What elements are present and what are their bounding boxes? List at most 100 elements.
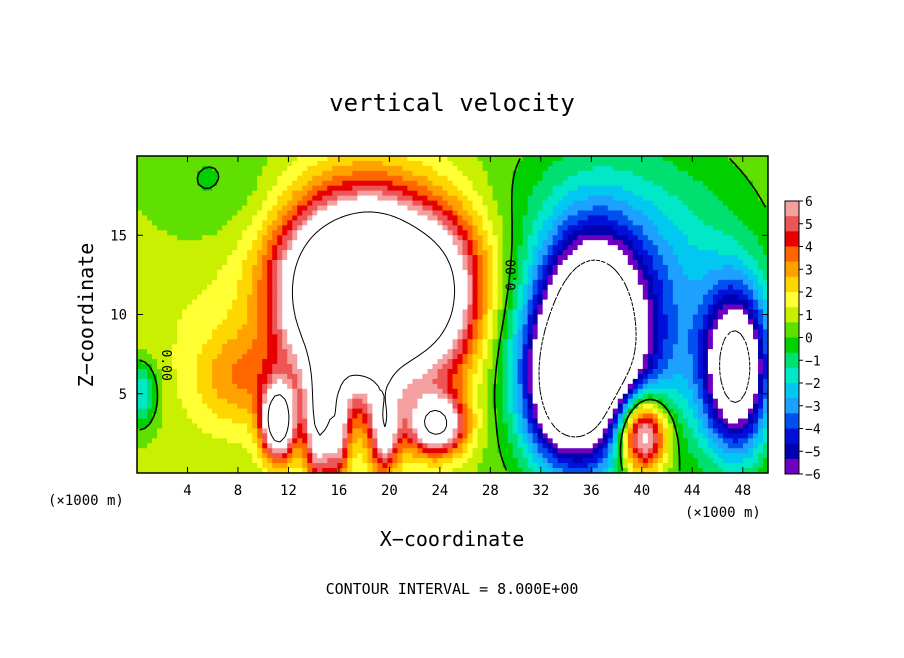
heatmap-cell [657, 289, 664, 296]
heatmap-cell [137, 230, 143, 236]
heatmap-cell [172, 260, 178, 266]
heatmap-cell [397, 255, 404, 261]
heatmap-cell [382, 260, 388, 266]
heatmap-cell [207, 250, 213, 256]
heatmap-cell [402, 180, 409, 187]
heatmap-cell [137, 314, 143, 321]
heatmap-cell [722, 299, 729, 306]
heatmap-cell [757, 344, 764, 350]
heatmap-cell [757, 324, 764, 330]
heatmap-cell [157, 160, 163, 167]
heatmap-cell [757, 304, 764, 311]
heatmap-cell [307, 235, 313, 241]
heatmap-cell [532, 215, 539, 221]
heatmap-cell [457, 349, 464, 355]
heatmap-cell [582, 309, 589, 316]
heatmap-cell [747, 165, 754, 172]
heatmap-cell [472, 279, 479, 286]
heatmap-cell [512, 240, 519, 246]
heatmap-cell [162, 220, 168, 226]
heatmap-cell [657, 210, 664, 217]
heatmap-cell [662, 279, 669, 286]
heatmap-cell [212, 324, 218, 330]
heatmap-cell [432, 215, 439, 221]
heatmap-cell [227, 324, 233, 330]
heatmap-cell [522, 165, 529, 172]
heatmap-cell [492, 304, 499, 311]
heatmap-cell [482, 245, 489, 251]
heatmap-cell [202, 269, 208, 276]
heatmap-cell [332, 294, 338, 301]
heatmap-cell [582, 324, 589, 330]
heatmap-cell [142, 250, 148, 256]
heatmap-cell [402, 230, 409, 236]
heatmap-cell [427, 205, 434, 212]
heatmap-cell [592, 240, 599, 246]
heatmap-cell [737, 240, 744, 246]
heatmap-cell [412, 156, 419, 162]
heatmap-cell [222, 334, 228, 340]
heatmap-cell [567, 334, 574, 340]
heatmap-cell [737, 334, 744, 340]
heatmap-cell [252, 274, 258, 281]
heatmap-cell [252, 284, 258, 291]
heatmap-cell [487, 309, 494, 316]
heatmap-cell [167, 260, 173, 266]
heatmap-cell [462, 255, 469, 261]
heatmap-cell [587, 170, 594, 177]
heatmap-cell [172, 235, 178, 241]
heatmap-cell [222, 274, 228, 281]
heatmap-cell [452, 165, 459, 172]
heatmap-cell [592, 215, 599, 221]
heatmap-cell [242, 160, 248, 167]
heatmap-cell [392, 319, 399, 325]
heatmap-cell [672, 230, 679, 236]
heatmap-cell [167, 339, 173, 345]
heatmap-cell [252, 165, 258, 172]
heatmap-cell [357, 349, 363, 355]
heatmap-cell [157, 279, 163, 286]
heatmap-cell [647, 304, 654, 311]
heatmap-cell [512, 344, 519, 350]
heatmap-cell [627, 235, 634, 241]
heatmap-cell [387, 235, 394, 241]
heatmap-cell [702, 220, 709, 226]
heatmap-cell [282, 329, 288, 335]
heatmap-cell [762, 344, 768, 350]
heatmap-cell [487, 160, 494, 167]
heatmap-cell [357, 170, 363, 177]
heatmap-cell [592, 314, 599, 321]
heatmap-cell [247, 165, 253, 172]
heatmap-cell [712, 339, 719, 345]
heatmap-cell [482, 160, 489, 167]
heatmap-cell [527, 240, 534, 246]
heatmap-cell [182, 235, 188, 241]
heatmap-cell [487, 269, 494, 276]
heatmap-cell [137, 260, 143, 266]
heatmap-cell [542, 309, 549, 316]
heatmap-cell [577, 309, 584, 316]
heatmap-cell [177, 245, 183, 251]
heatmap-cell [622, 250, 629, 256]
heatmap-cell [557, 279, 564, 286]
heatmap-cell [137, 160, 143, 167]
heatmap-cell [717, 260, 724, 266]
heatmap-cell [432, 284, 439, 291]
heatmap-cell [737, 274, 744, 281]
heatmap-cell [407, 175, 414, 182]
heatmap-cell [277, 215, 283, 221]
heatmap-cell [722, 190, 729, 197]
heatmap-cell [647, 205, 654, 212]
heatmap-cell [342, 210, 348, 217]
heatmap-cell [202, 245, 208, 251]
heatmap-cell [297, 279, 303, 286]
heatmap-cell [642, 200, 649, 207]
heatmap-cell [737, 255, 744, 261]
heatmap-cell [402, 304, 409, 311]
heatmap-cell [762, 339, 768, 345]
heatmap-cell [302, 230, 308, 236]
heatmap-cell [687, 260, 694, 266]
heatmap-cell [137, 264, 143, 271]
heatmap-cell [347, 200, 353, 207]
heatmap-cell [292, 304, 298, 311]
